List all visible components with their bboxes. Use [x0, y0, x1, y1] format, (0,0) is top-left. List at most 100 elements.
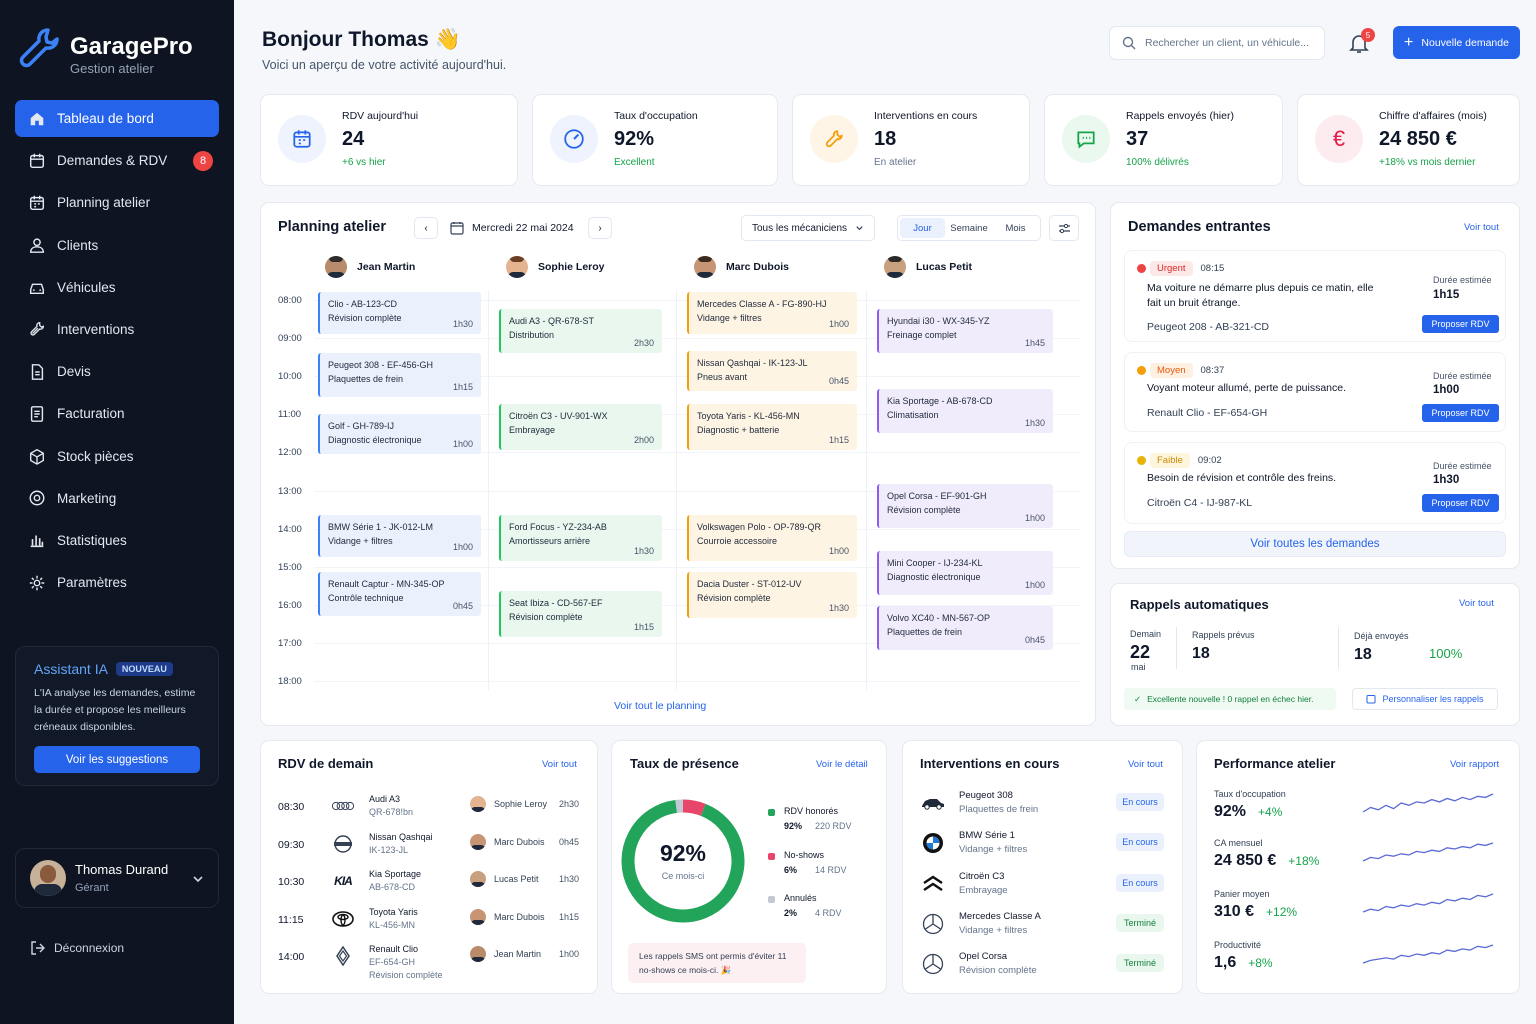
intervention-row[interactable]: Opel Corsa Révision complète Terminé: [920, 951, 1170, 987]
appointment-block[interactable]: Audi A3 - QR-678-ST Distribution 2h30: [499, 309, 662, 353]
see-all-requests-button[interactable]: Voir toutes les demandes: [1124, 531, 1506, 557]
appointment-duration: 1h15: [452, 381, 473, 392]
date-picker[interactable]: Mercredi 22 mai 2024: [450, 221, 574, 235]
nav-item-7[interactable]: Facturation: [15, 395, 219, 432]
next-day-button[interactable]: ›: [588, 217, 612, 239]
mechanic-name: Marc Dubois: [494, 836, 545, 847]
mechanic-filter[interactable]: Tous les mécaniciens: [741, 215, 875, 241]
user-menu[interactable]: Thomas Durand Gérant: [15, 848, 219, 908]
tomorrow-rdv-card: [260, 740, 598, 994]
kpi-card[interactable]: RDV aujourd'hui 24 +6 vs hier: [260, 94, 518, 186]
appointment-block[interactable]: Peugeot 308 - EF-456-GH Plaquettes de fre…: [318, 352, 481, 397]
rdv-mechanic: Sophie Leroy: [470, 796, 547, 812]
appointment-block[interactable]: Golf - GH-789-IJ Diagnostic électronique 1…: [318, 413, 481, 454]
propose-rdv-button[interactable]: Proposer RDV: [1422, 404, 1499, 422]
appointment-block[interactable]: Clio - AB-123-CD Révision complète 1h30: [318, 292, 481, 334]
priority-row: Moyen 08:37: [1137, 363, 1224, 378]
request-item[interactable]: Moyen 08:37 Voyant moteur allumé, perte de…: [1124, 352, 1506, 432]
appointment-block[interactable]: Mini Cooper - IJ-234-KL Diagnostic électr…: [877, 551, 1053, 595]
app-logo[interactable]: GaragePro: [18, 26, 193, 68]
nav-item-9[interactable]: Marketing: [15, 480, 219, 517]
car-icon: [920, 790, 946, 816]
performance-report-link[interactable]: Voir rapport: [1450, 759, 1500, 770]
rdv-row[interactable]: 09:30 Nissan Qashqai IK-123-JL Marc Dubois 0…: [278, 832, 588, 870]
appointment-block[interactable]: Seat Ibiza - CD-567-EF Révision complète 1…: [499, 591, 662, 637]
intervention-row[interactable]: Citroën C3 Embrayage En cours: [920, 871, 1170, 907]
kpi-card[interactable]: Rappels envoyés (hier) 37 100% délivrés: [1044, 94, 1283, 186]
nav-item-10[interactable]: Statistiques: [15, 522, 219, 559]
reminders-see-all-link[interactable]: Voir tout: [1459, 598, 1494, 609]
chevron-down-icon: [193, 876, 203, 883]
appointment-block[interactable]: Renault Captur - MN-345-OP Contrôle techn…: [318, 572, 481, 616]
appointment-block[interactable]: Volvo XC40 - MN-567-OP Plaquettes de frei…: [877, 606, 1053, 651]
nav-item-3[interactable]: Clients: [15, 227, 219, 264]
view-tab-1[interactable]: Semaine: [950, 222, 988, 234]
rdv-mechanic: Lucas Petit: [470, 871, 539, 887]
appointment-title: Mini Cooper - IJ-234-KL: [887, 558, 983, 569]
request-item[interactable]: Urgent 08:15 Ma voiture ne démarre plus de…: [1124, 250, 1506, 342]
appointment-title: Volkswagen Polo - OP-789-QR: [697, 521, 822, 532]
kpi-card[interactable]: Taux d'occupation 92% Excellent: [532, 94, 778, 186]
nav-item-6[interactable]: Devis: [15, 353, 219, 390]
presence-detail-link[interactable]: Voir le détail: [816, 759, 868, 770]
request-item[interactable]: Faible 09:02 Besoin de révision et contrôl…: [1124, 442, 1506, 524]
appointment-block[interactable]: Citroën C3 - UV-901-WX Embrayage 2h00: [499, 404, 662, 451]
view-tab-0[interactable]: Jour: [900, 218, 945, 238]
status-badge: En cours: [1116, 873, 1164, 892]
intervention-row[interactable]: Peugeot 308 Plaquettes de frein En cours: [920, 790, 1170, 826]
appointment-block[interactable]: Mercedes Classe A - FG-890-HJ Vidange + f…: [687, 292, 857, 334]
kpi-card[interactable]: Interventions en cours 18 En atelier: [792, 94, 1030, 186]
appointment-block[interactable]: Volkswagen Polo - OP-789-QR Courroie acce…: [687, 514, 857, 561]
nav-item-2[interactable]: Planning atelier: [15, 184, 219, 221]
rdv-row[interactable]: 08:30 Audi A3 QR-678!bn Sophie Leroy 2h30: [278, 794, 588, 832]
kpi-label: Taux d'occupation: [614, 110, 698, 122]
request-text: Besoin de révision et contrôle des frein…: [1147, 472, 1337, 484]
new-request-button[interactable]: + Nouvelle demande: [1393, 26, 1520, 59]
filter-settings-button[interactable]: [1049, 215, 1079, 241]
view-tab-2[interactable]: Mois: [1005, 222, 1026, 234]
appointment-block[interactable]: Toyota Yaris - KL-456-MN Diagnostic + bat…: [687, 404, 857, 451]
nav-item-5[interactable]: Interventions: [15, 311, 219, 348]
legend-swatch: [768, 809, 775, 816]
customize-reminders-button[interactable]: Personnaliser les rappels: [1352, 688, 1498, 710]
nav-item-0[interactable]: Tableau de bord: [15, 100, 219, 137]
legend-percent: 2%: [784, 908, 798, 918]
rdv-row[interactable]: 11:15 Toyota Yaris KL-456-MN Marc Dubois 1h1…: [278, 907, 588, 945]
metric-sparkline: [1362, 944, 1494, 964]
nav-item-11[interactable]: Paramètres: [15, 564, 219, 601]
logout-link[interactable]: Déconnexion: [30, 940, 124, 956]
rdv-row[interactable]: 10:30 KIA Kia Sportage AB-678-CD Lucas Petit…: [278, 869, 588, 907]
appointment-block[interactable]: Nissan Qashqai - IK-123-JL Pneus avant 0h4…: [687, 351, 857, 392]
bar-chart-icon: [27, 530, 47, 550]
rdv-row[interactable]: 14:00 Renault Clio EF-654-GH Révision compl…: [278, 944, 588, 982]
appointment-block[interactable]: Hyundai i30 - WX-345-YZ Freinage complet 1…: [877, 309, 1053, 353]
tomorrow-month: mai: [1131, 662, 1146, 672]
intervention-row[interactable]: Mercedes Classe A Vidange + filtres Termin…: [920, 911, 1170, 947]
requests-see-all-link[interactable]: Voir tout: [1464, 222, 1499, 233]
kpi-card[interactable]: € Chiffre d'affaires (mois) 24 850 € +18% v…: [1297, 94, 1520, 186]
appointment-block[interactable]: Kia Sportage - AB-678-CD Climatisation 1h3…: [877, 389, 1053, 433]
propose-rdv-button[interactable]: Proposer RDV: [1422, 494, 1499, 512]
nav-item-8[interactable]: Stock pièces: [15, 438, 219, 475]
appointment-block[interactable]: Dacia Duster - ST-012-UV Révision complèt…: [687, 572, 857, 618]
tomorrow-rdv-see-all-link[interactable]: Voir tout: [542, 759, 577, 770]
propose-rdv-button[interactable]: Proposer RDV: [1422, 315, 1499, 333]
intervention-row[interactable]: BMW Série 1 Vidange + filtres En cours: [920, 830, 1170, 866]
opel-logo-icon: [920, 951, 946, 977]
appointment-block[interactable]: Ford Focus - YZ-234-AB Amortisseurs arriè…: [499, 514, 662, 561]
kpi-value: 18: [874, 128, 897, 150]
nav-item-1[interactable]: Demandes & RDV 8: [15, 142, 219, 179]
nav-item-4[interactable]: Véhicules: [15, 269, 219, 306]
view-suggestions-button[interactable]: Voir les suggestions: [34, 746, 200, 773]
interventions-see-all-link[interactable]: Voir tout: [1128, 759, 1163, 770]
prev-day-button[interactable]: ‹: [414, 217, 438, 239]
priority-dot-icon: [1137, 456, 1146, 465]
rdv-duration: 1h30: [559, 874, 580, 884]
see-all-planning-link[interactable]: Voir tout le planning: [614, 700, 707, 712]
appointment-desc: Freinage complet: [887, 330, 957, 341]
appointment-block[interactable]: BMW Série 1 - JK-012-LM Vidange + filtres…: [318, 514, 481, 557]
appointment-block[interactable]: Opel Corsa - EF-901-GH Révision complète 1…: [877, 484, 1053, 529]
search-input[interactable]: Rechercher un client, un véhicule...: [1109, 26, 1325, 60]
legend-count: 220 RDV: [815, 821, 852, 831]
mechanic-name: Marc Dubois: [494, 911, 545, 922]
